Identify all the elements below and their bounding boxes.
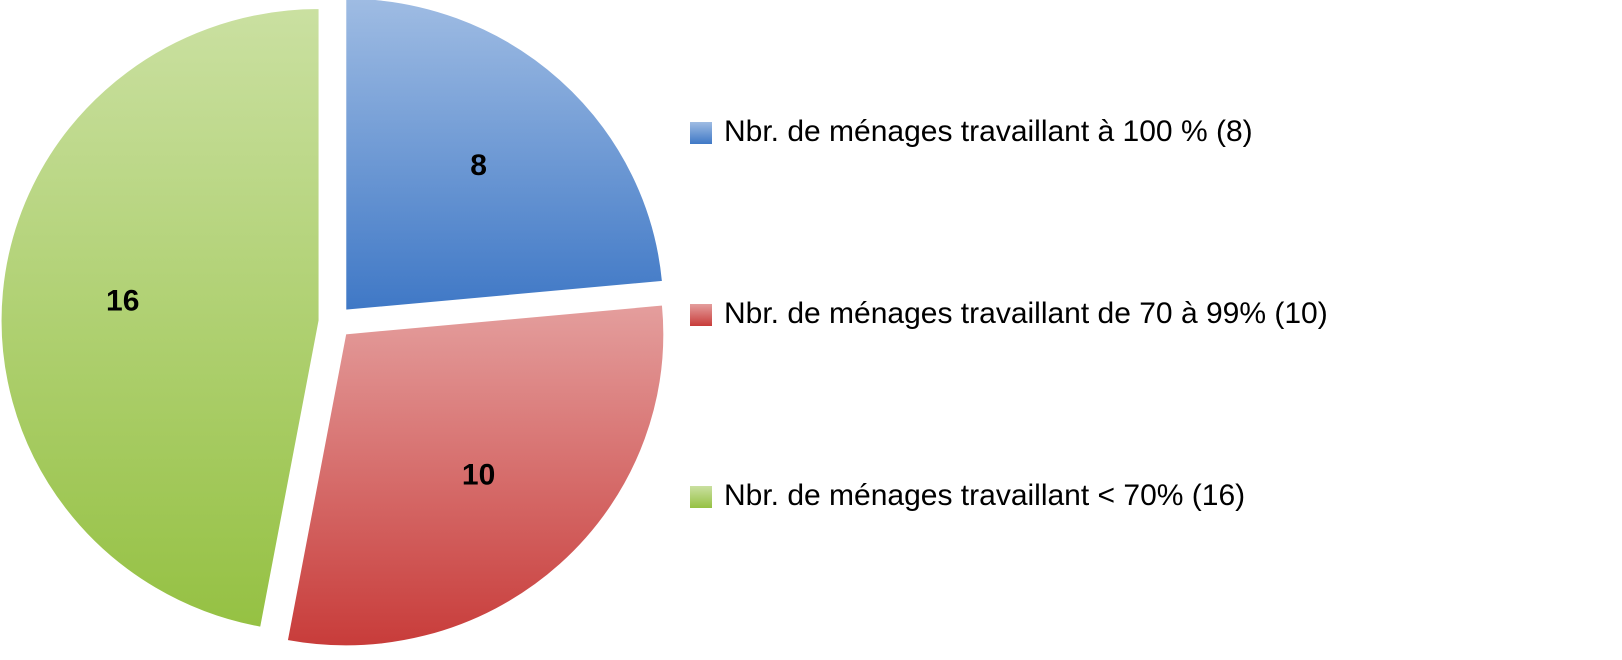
legend-label: Nbr. de ménages travaillant < 70% (16) bbox=[724, 479, 1245, 512]
legend-swatch bbox=[690, 122, 712, 144]
data-label: 8 bbox=[470, 149, 487, 182]
pie-slice bbox=[345, 0, 663, 311]
legend-swatch bbox=[690, 486, 712, 508]
legend-swatch bbox=[690, 304, 712, 326]
pie-slice bbox=[0, 8, 320, 628]
legend-label: Nbr. de ménages travaillant à 100 % (8) bbox=[724, 115, 1253, 148]
data-label: 16 bbox=[106, 285, 139, 318]
data-label: 10 bbox=[462, 459, 495, 492]
legend-label: Nbr. de ménages travaillant de 70 à 99% … bbox=[724, 297, 1328, 330]
pie-slice bbox=[286, 304, 665, 647]
